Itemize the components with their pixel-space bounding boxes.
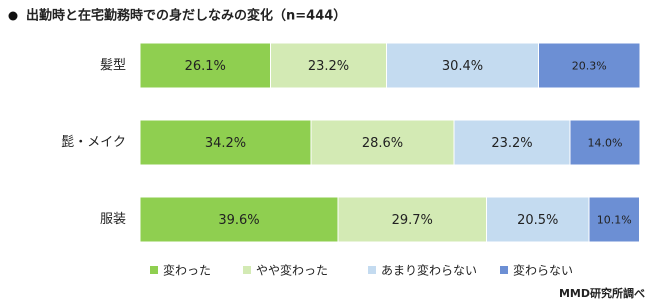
value-label: 28.6% [362, 136, 403, 151]
value-label: 26.1% [185, 59, 226, 74]
bar-segment [386, 42, 539, 89]
legend-swatch [150, 266, 158, 274]
bar-segment [538, 42, 641, 89]
chart-title: 出勤時と在宅勤務時での身だしなみの変化（n=444） [26, 8, 346, 24]
title-bullet [8, 11, 18, 21]
bar-segment [310, 119, 455, 166]
value-label: 23.2% [491, 136, 532, 151]
value-label: 39.6% [218, 213, 259, 228]
value-label: 34.2% [205, 136, 246, 151]
legend-swatch [500, 266, 508, 274]
legend-swatch [368, 266, 376, 274]
category-label: 髭・メイク [61, 135, 126, 150]
bar-segment [569, 119, 641, 166]
legend-label: 変わらない [513, 263, 573, 278]
legend-label: やや変わった [256, 263, 328, 278]
value-label: 14.0% [588, 137, 623, 150]
category-label: 服装 [100, 212, 126, 227]
bar-segment [588, 196, 640, 243]
bar-segment [139, 42, 271, 89]
legend-swatch [243, 266, 251, 274]
value-label: 20.3% [572, 60, 607, 73]
bar-segment [139, 119, 312, 166]
source: MMD研究所調べ [559, 286, 645, 300]
bar-segment [453, 119, 571, 166]
bar-segment [270, 42, 387, 89]
value-label: 20.5% [517, 213, 558, 228]
value-label: 29.7% [392, 213, 433, 228]
legend-label: 変わった [163, 263, 211, 278]
value-label: 10.1% [597, 214, 632, 227]
bar-segment [139, 196, 339, 243]
legend-label: あまり変わらない [381, 263, 477, 278]
value-label: 23.2% [308, 59, 349, 74]
bar-segment [337, 196, 487, 243]
category-label: 髪型 [100, 58, 126, 73]
value-label: 30.4% [442, 59, 483, 74]
